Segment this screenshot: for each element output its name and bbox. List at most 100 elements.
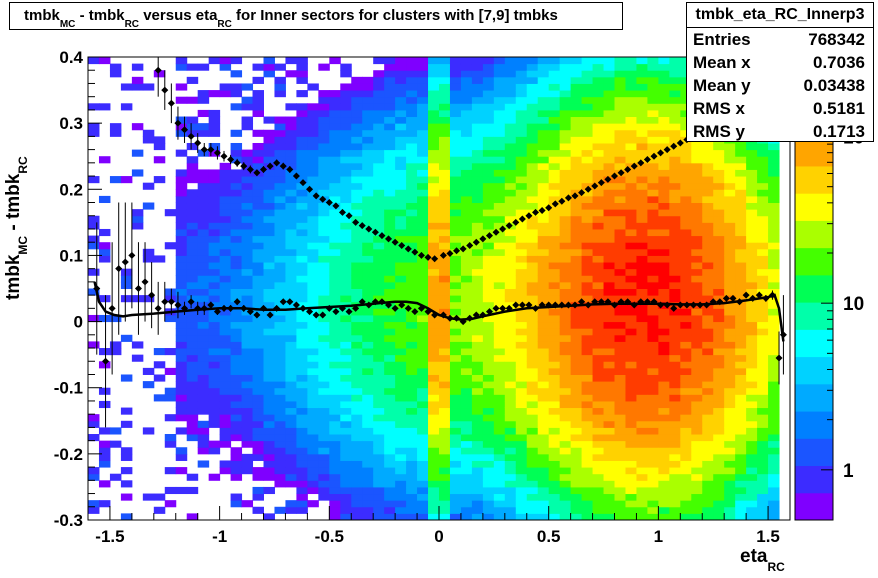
heatmap-cell xyxy=(768,513,780,521)
heatmap-cell xyxy=(647,228,659,237)
heatmap-cell xyxy=(241,281,254,289)
heatmap-cell xyxy=(373,400,385,409)
heatmap-cell xyxy=(164,242,177,250)
heatmap-cell xyxy=(548,255,561,263)
heatmap-cell xyxy=(471,90,484,98)
heatmap-cell xyxy=(307,486,319,495)
heatmap-cell xyxy=(449,169,462,177)
heatmap-cell xyxy=(526,301,539,309)
heatmap-cell xyxy=(373,275,385,283)
heatmap-cell xyxy=(636,63,648,71)
heatmap-cell xyxy=(636,354,648,362)
heatmap-cell xyxy=(680,149,692,157)
heatmap-cell xyxy=(614,96,626,104)
heatmap-cell xyxy=(647,381,659,389)
heatmap-cell xyxy=(603,381,615,389)
heatmap-cell xyxy=(504,341,517,349)
heatmap-cell xyxy=(636,182,648,190)
heatmap-cell xyxy=(318,149,330,157)
heatmap-cell xyxy=(318,301,330,309)
heatmap-cell xyxy=(340,63,352,71)
heatmap-cell xyxy=(208,222,221,230)
heatmap-cell xyxy=(417,235,429,243)
heatmap-cell xyxy=(526,367,539,375)
heatmap-cell xyxy=(395,506,407,514)
heatmap-cell xyxy=(219,400,232,409)
heatmap-cell xyxy=(208,354,221,362)
heatmap-cell xyxy=(362,314,374,323)
heatmap-cell xyxy=(702,453,714,461)
heatmap-cell xyxy=(307,394,319,402)
heatmap-cell xyxy=(504,354,517,362)
heatmap-cell xyxy=(647,348,659,356)
heatmap-cell xyxy=(417,295,429,303)
heatmap-cell xyxy=(460,70,473,78)
heatmap-cell xyxy=(318,321,330,329)
heatmap-cell xyxy=(428,427,440,435)
heatmap-cell xyxy=(417,453,429,461)
heatmap-cell xyxy=(570,321,583,329)
heatmap-cell xyxy=(471,414,484,422)
heatmap-cell xyxy=(526,222,539,230)
heatmap-cell xyxy=(768,235,780,243)
heatmap-cell xyxy=(406,136,418,144)
heatmap-cell xyxy=(482,90,495,98)
heatmap-cell xyxy=(219,281,232,289)
heatmap-cell xyxy=(428,453,440,461)
heatmap-cell xyxy=(417,255,429,263)
heatmap-cell xyxy=(351,407,363,415)
heatmap-cell xyxy=(329,301,341,309)
heatmap-cell xyxy=(625,447,637,455)
heatmap-cell xyxy=(504,202,517,210)
heatmap-cell xyxy=(669,57,681,65)
heatmap-cell xyxy=(669,129,681,137)
heatmap-cell xyxy=(548,407,561,415)
heatmap-cell xyxy=(449,136,462,144)
heatmap-cell xyxy=(482,295,495,303)
heatmap-cell xyxy=(647,486,659,495)
heatmap-cell xyxy=(460,308,473,316)
heatmap-cell xyxy=(471,142,484,151)
heatmap-cell xyxy=(680,447,692,455)
heatmap-cell xyxy=(669,162,681,170)
heatmap-cell xyxy=(384,116,396,124)
heatmap-cell xyxy=(680,295,692,303)
heatmap-cell xyxy=(768,440,780,448)
heatmap-cell xyxy=(669,460,681,468)
heatmap-cell xyxy=(614,176,626,184)
heatmap-cell xyxy=(504,467,517,475)
heatmap-cell xyxy=(603,387,615,395)
heatmap-cell xyxy=(197,295,210,303)
heatmap-cell xyxy=(384,268,396,276)
heatmap-cell xyxy=(296,268,308,276)
heatmap-cell xyxy=(307,301,319,309)
heatmap-cell xyxy=(175,367,188,375)
heatmap-cell xyxy=(186,235,199,243)
heatmap-cell xyxy=(329,381,341,389)
data-point xyxy=(253,169,261,177)
heatmap-cell xyxy=(351,334,363,342)
heatmap-cell xyxy=(647,109,659,118)
heatmap-cell xyxy=(537,473,550,481)
heatmap-cell xyxy=(658,328,670,336)
data-point xyxy=(411,248,419,256)
heatmap-cell xyxy=(526,420,539,428)
heatmap-cell xyxy=(428,262,440,270)
heatmap-cell xyxy=(614,328,626,336)
heatmap-cell xyxy=(482,427,495,435)
heatmap-cell xyxy=(603,341,615,349)
palette-tick-label: 10 xyxy=(843,294,864,315)
heatmap-cell xyxy=(680,453,692,461)
heatmap-cell xyxy=(504,314,517,323)
heatmap-cell xyxy=(757,314,769,323)
heatmap-cell xyxy=(757,248,769,256)
heatmap-cell xyxy=(592,295,605,303)
heatmap-cell xyxy=(175,486,188,495)
heatmap-cell xyxy=(373,209,385,217)
heatmap-cell xyxy=(724,506,736,514)
data-point xyxy=(597,179,605,187)
heatmap-cell xyxy=(285,387,297,395)
heatmap-cell xyxy=(526,149,539,157)
heatmap-cell xyxy=(735,255,747,263)
heatmap-cell xyxy=(263,70,275,78)
